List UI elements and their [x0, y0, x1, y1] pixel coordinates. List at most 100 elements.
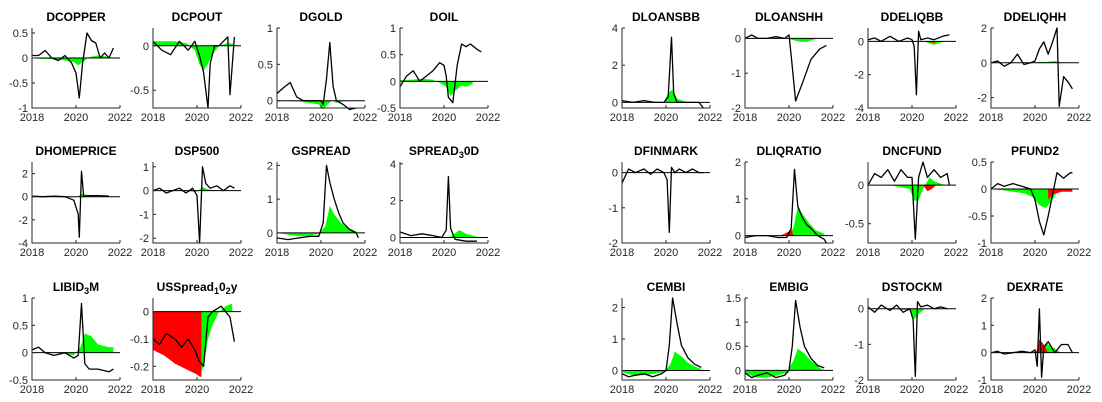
x-tick-label: 2020 [900, 112, 924, 124]
y-tick-label: -4 [18, 238, 28, 250]
y-tick-label: -0.5 [130, 85, 149, 97]
y-tick-label: -1 [139, 209, 149, 221]
y-tick-label: 0 [143, 186, 149, 198]
green-area [745, 206, 825, 236]
x-tick-label: 2020 [185, 247, 209, 259]
y-tick-label: -0.5 [9, 78, 28, 90]
x-tick-label: 2020 [1023, 247, 1047, 259]
y-tick-label: -2 [854, 70, 864, 82]
y-tick-label: 0 [735, 33, 741, 45]
y-tick-label: 2 [612, 60, 618, 72]
green-area [622, 89, 688, 103]
x-tick-label: 2018 [610, 384, 634, 396]
x-tick-label: 2022 [353, 112, 377, 124]
subplot-dsp500: 1 0 -1 -2 2018 2020 2022 DSP500 [139, 144, 253, 259]
series-line [276, 164, 359, 241]
y-tick-label: 1 [267, 194, 273, 206]
y-tick-label: -1 [18, 103, 28, 115]
x-tick-label: 2018 [733, 112, 757, 124]
subplot-title: DGOLD [299, 10, 343, 24]
series-line [31, 170, 110, 238]
x-tick-label: 2022 [698, 247, 722, 259]
y-tick-label: 0 [981, 58, 987, 70]
y-tick-label: -2 [608, 238, 618, 250]
series-line [867, 161, 951, 240]
axis-lines [31, 298, 120, 381]
x-tick-label: 2022 [698, 384, 722, 396]
y-tick-label: 2 [981, 293, 987, 305]
subplot-title: DEXRATE [1007, 280, 1063, 294]
y-tick-label: 0.5 [13, 28, 28, 40]
y-tick-label: 0 [612, 366, 618, 378]
y-tick-label: 0 [22, 53, 28, 65]
x-tick-label: 2022 [944, 247, 968, 259]
x-tick-label: 2022 [476, 112, 500, 124]
subplot-dloansbb: 4 2 0 2018 2020 2022 DLOANSBB [610, 10, 722, 124]
axis-lines [31, 28, 120, 109]
series-line [621, 166, 704, 234]
x-tick-label: 2020 [654, 384, 678, 396]
x-tick-label: 2018 [856, 112, 880, 124]
x-tick-label: 2020 [900, 247, 924, 259]
y-tick-label: -1 [977, 375, 987, 387]
y-tick-label: 0.5 [726, 341, 741, 353]
x-tick-label: 2022 [108, 247, 132, 259]
y-tick-label: -0.5 [968, 211, 987, 223]
y-tick-label: 1 [267, 23, 273, 35]
axis-lines [867, 162, 956, 244]
y-tick-label: -2 [18, 215, 28, 227]
subplot-title: DOIL [430, 10, 459, 24]
x-tick-label: 2022 [108, 384, 132, 396]
subplot-title: DCPOUT [172, 10, 223, 24]
green-area [745, 38, 816, 42]
x-tick-label: 2020 [64, 112, 88, 124]
x-tick-label: 2018 [141, 384, 165, 396]
y-tick-label: -2 [731, 103, 741, 115]
y-tick-label: 0 [735, 231, 741, 243]
x-tick-label: 2022 [1067, 112, 1091, 124]
x-tick-label: 2020 [432, 112, 456, 124]
subplot-cembi: 2 1 0 2018 2020 2022 CEMBI [610, 280, 722, 396]
series-line [152, 166, 235, 244]
x-tick-label: 2022 [229, 112, 253, 124]
x-tick-label: 2022 [944, 384, 968, 396]
x-tick-label: 2020 [777, 384, 801, 396]
y-tick-label: 1 [981, 320, 987, 332]
green-area [32, 333, 114, 356]
x-tick-label: 2020 [1023, 112, 1047, 124]
y-tick-label: 0 [981, 184, 987, 196]
x-tick-label: 2018 [979, 384, 1003, 396]
x-tick-label: 2022 [821, 384, 845, 396]
axis-lines [399, 162, 488, 244]
y-tick-label: 0 [858, 304, 864, 316]
y-tick-label: 0.5 [381, 50, 396, 62]
y-tick-label: 0 [267, 96, 273, 108]
subplot-title: DNCFUND [882, 144, 942, 158]
subplot-title: DDELIQHH [1004, 10, 1067, 24]
y-tick-label: -2 [139, 233, 149, 245]
y-tick-label: -2 [977, 93, 987, 105]
x-tick-label: 2018 [20, 384, 44, 396]
series-line [31, 302, 114, 373]
y-tick-label: 2 [735, 157, 741, 169]
axis-lines [744, 162, 833, 244]
axis-lines [31, 162, 120, 244]
y-tick-label: 0 [858, 36, 864, 48]
x-tick-label: 2018 [610, 112, 634, 124]
y-tick-label: 0 [390, 232, 396, 244]
y-tick-label: -1 [977, 238, 987, 250]
y-tick-label: 1 [735, 194, 741, 206]
y-tick-label: 1 [612, 334, 618, 346]
axis-lines [990, 298, 1079, 381]
series-line [399, 43, 482, 104]
y-tick-label: 0 [612, 97, 618, 109]
x-tick-label: 2022 [353, 247, 377, 259]
subplot-gspread: 2 1 0 2018 2020 2022 GSPREAD [265, 144, 377, 259]
x-tick-label: 2022 [108, 112, 132, 124]
x-tick-label: 2018 [979, 112, 1003, 124]
y-tick-label: 0 [22, 192, 28, 204]
x-tick-label: 2020 [777, 112, 801, 124]
